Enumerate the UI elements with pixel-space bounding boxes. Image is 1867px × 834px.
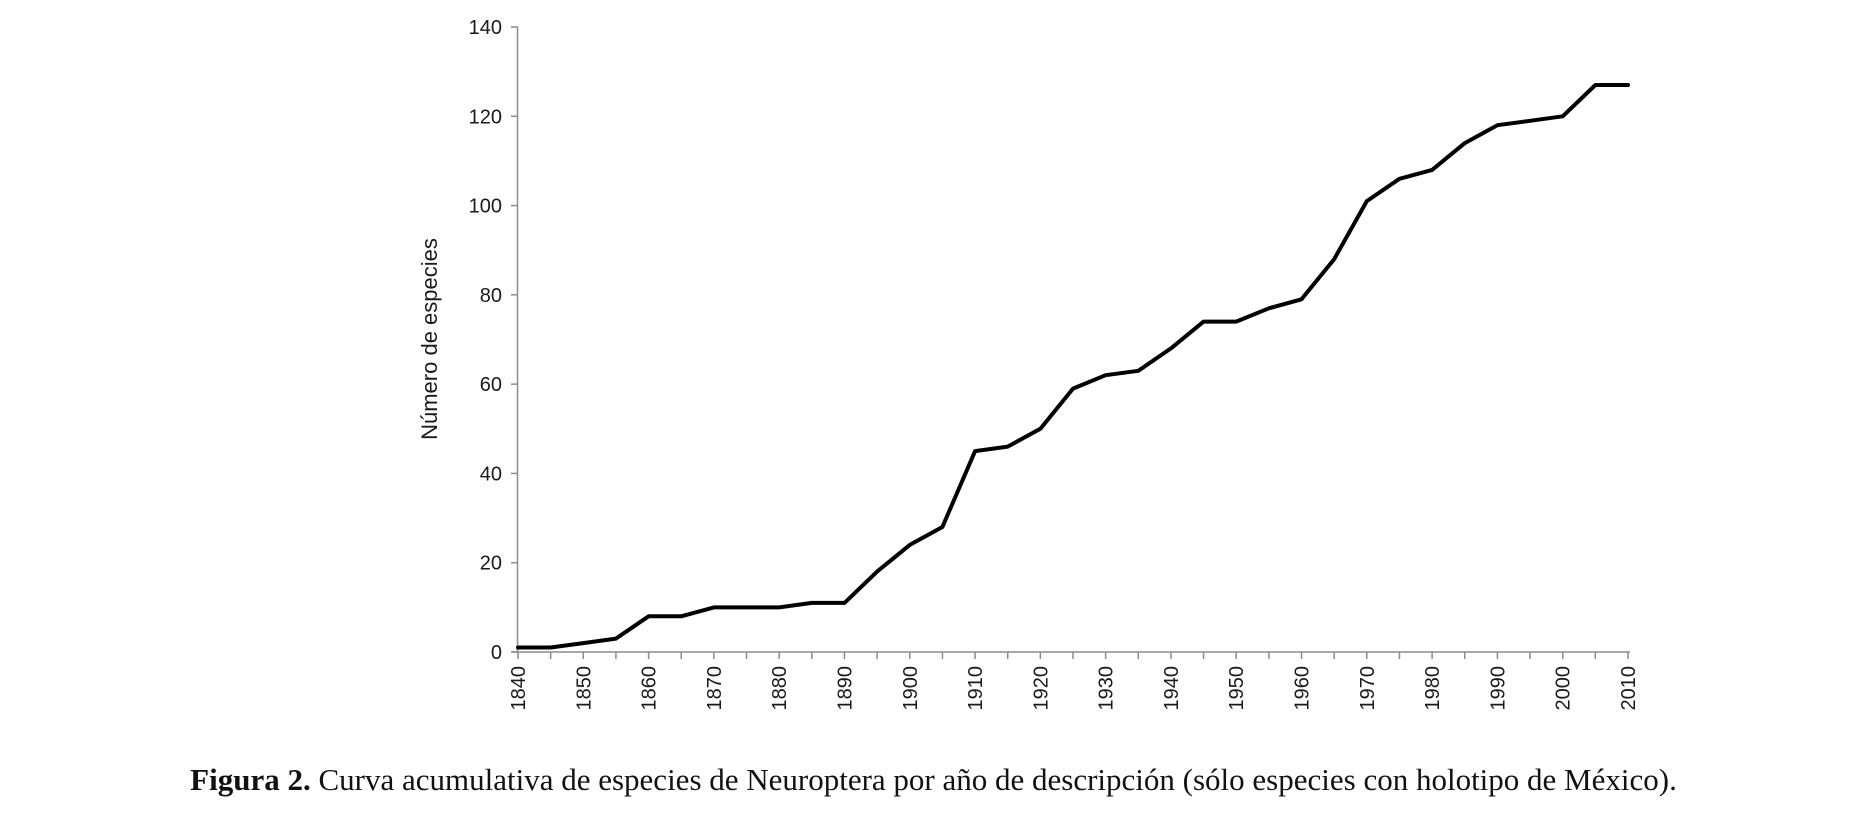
- x-tick-label: 1990: [1487, 666, 1509, 711]
- y-axis: 0 20 40 60 80 100 120 140: [469, 17, 519, 664]
- y-axis-label: Número de especies: [417, 238, 442, 440]
- x-tick-label: 2010: [1618, 666, 1640, 711]
- y-tick-label: 100: [469, 196, 502, 218]
- x-tick-label: 1970: [1357, 666, 1379, 711]
- y-tick-label: 120: [469, 106, 502, 128]
- x-tick-label: 1900: [900, 666, 922, 711]
- series-lines: [516, 83, 1630, 650]
- y-tick-label: 0: [491, 642, 502, 664]
- y-tick-label: 40: [480, 463, 502, 485]
- y-tick-label: 80: [480, 285, 502, 307]
- x-tick-label: 1950: [1226, 666, 1248, 711]
- y-tick-label: 20: [480, 553, 502, 575]
- x-tick-label: 1960: [1292, 666, 1314, 711]
- figure-caption-text: Curva acumulativa de especies de Neuropt…: [318, 762, 1677, 797]
- series-line: [516, 83, 1630, 650]
- x-tick-label: 1890: [834, 666, 856, 711]
- x-tick-label: 1930: [1096, 666, 1118, 711]
- figure-caption-label: Figura 2.: [190, 762, 311, 797]
- x-tick-label: 1840: [508, 666, 530, 711]
- x-tick-label: 1850: [573, 666, 595, 711]
- x-axis: 1840 1850 1860 1870 1880 1890 1900 1910 1920 1930…: [508, 651, 1640, 711]
- x-tick-label: 1980: [1422, 666, 1444, 711]
- figure-caption: Figura 2. Curva acumulativa de especies …: [0, 762, 1867, 798]
- y-tick-label: 60: [480, 374, 502, 396]
- x-tick-label: 1860: [639, 666, 661, 711]
- x-tick-label: 1870: [704, 666, 726, 711]
- y-tick-label: 140: [469, 17, 502, 39]
- x-tick-label: 1940: [1161, 666, 1183, 711]
- x-tick-label: 1880: [769, 666, 791, 711]
- x-tick-label: 1910: [965, 666, 987, 711]
- x-tick-label: 2000: [1553, 666, 1575, 711]
- x-tick-label: 1920: [1030, 666, 1052, 711]
